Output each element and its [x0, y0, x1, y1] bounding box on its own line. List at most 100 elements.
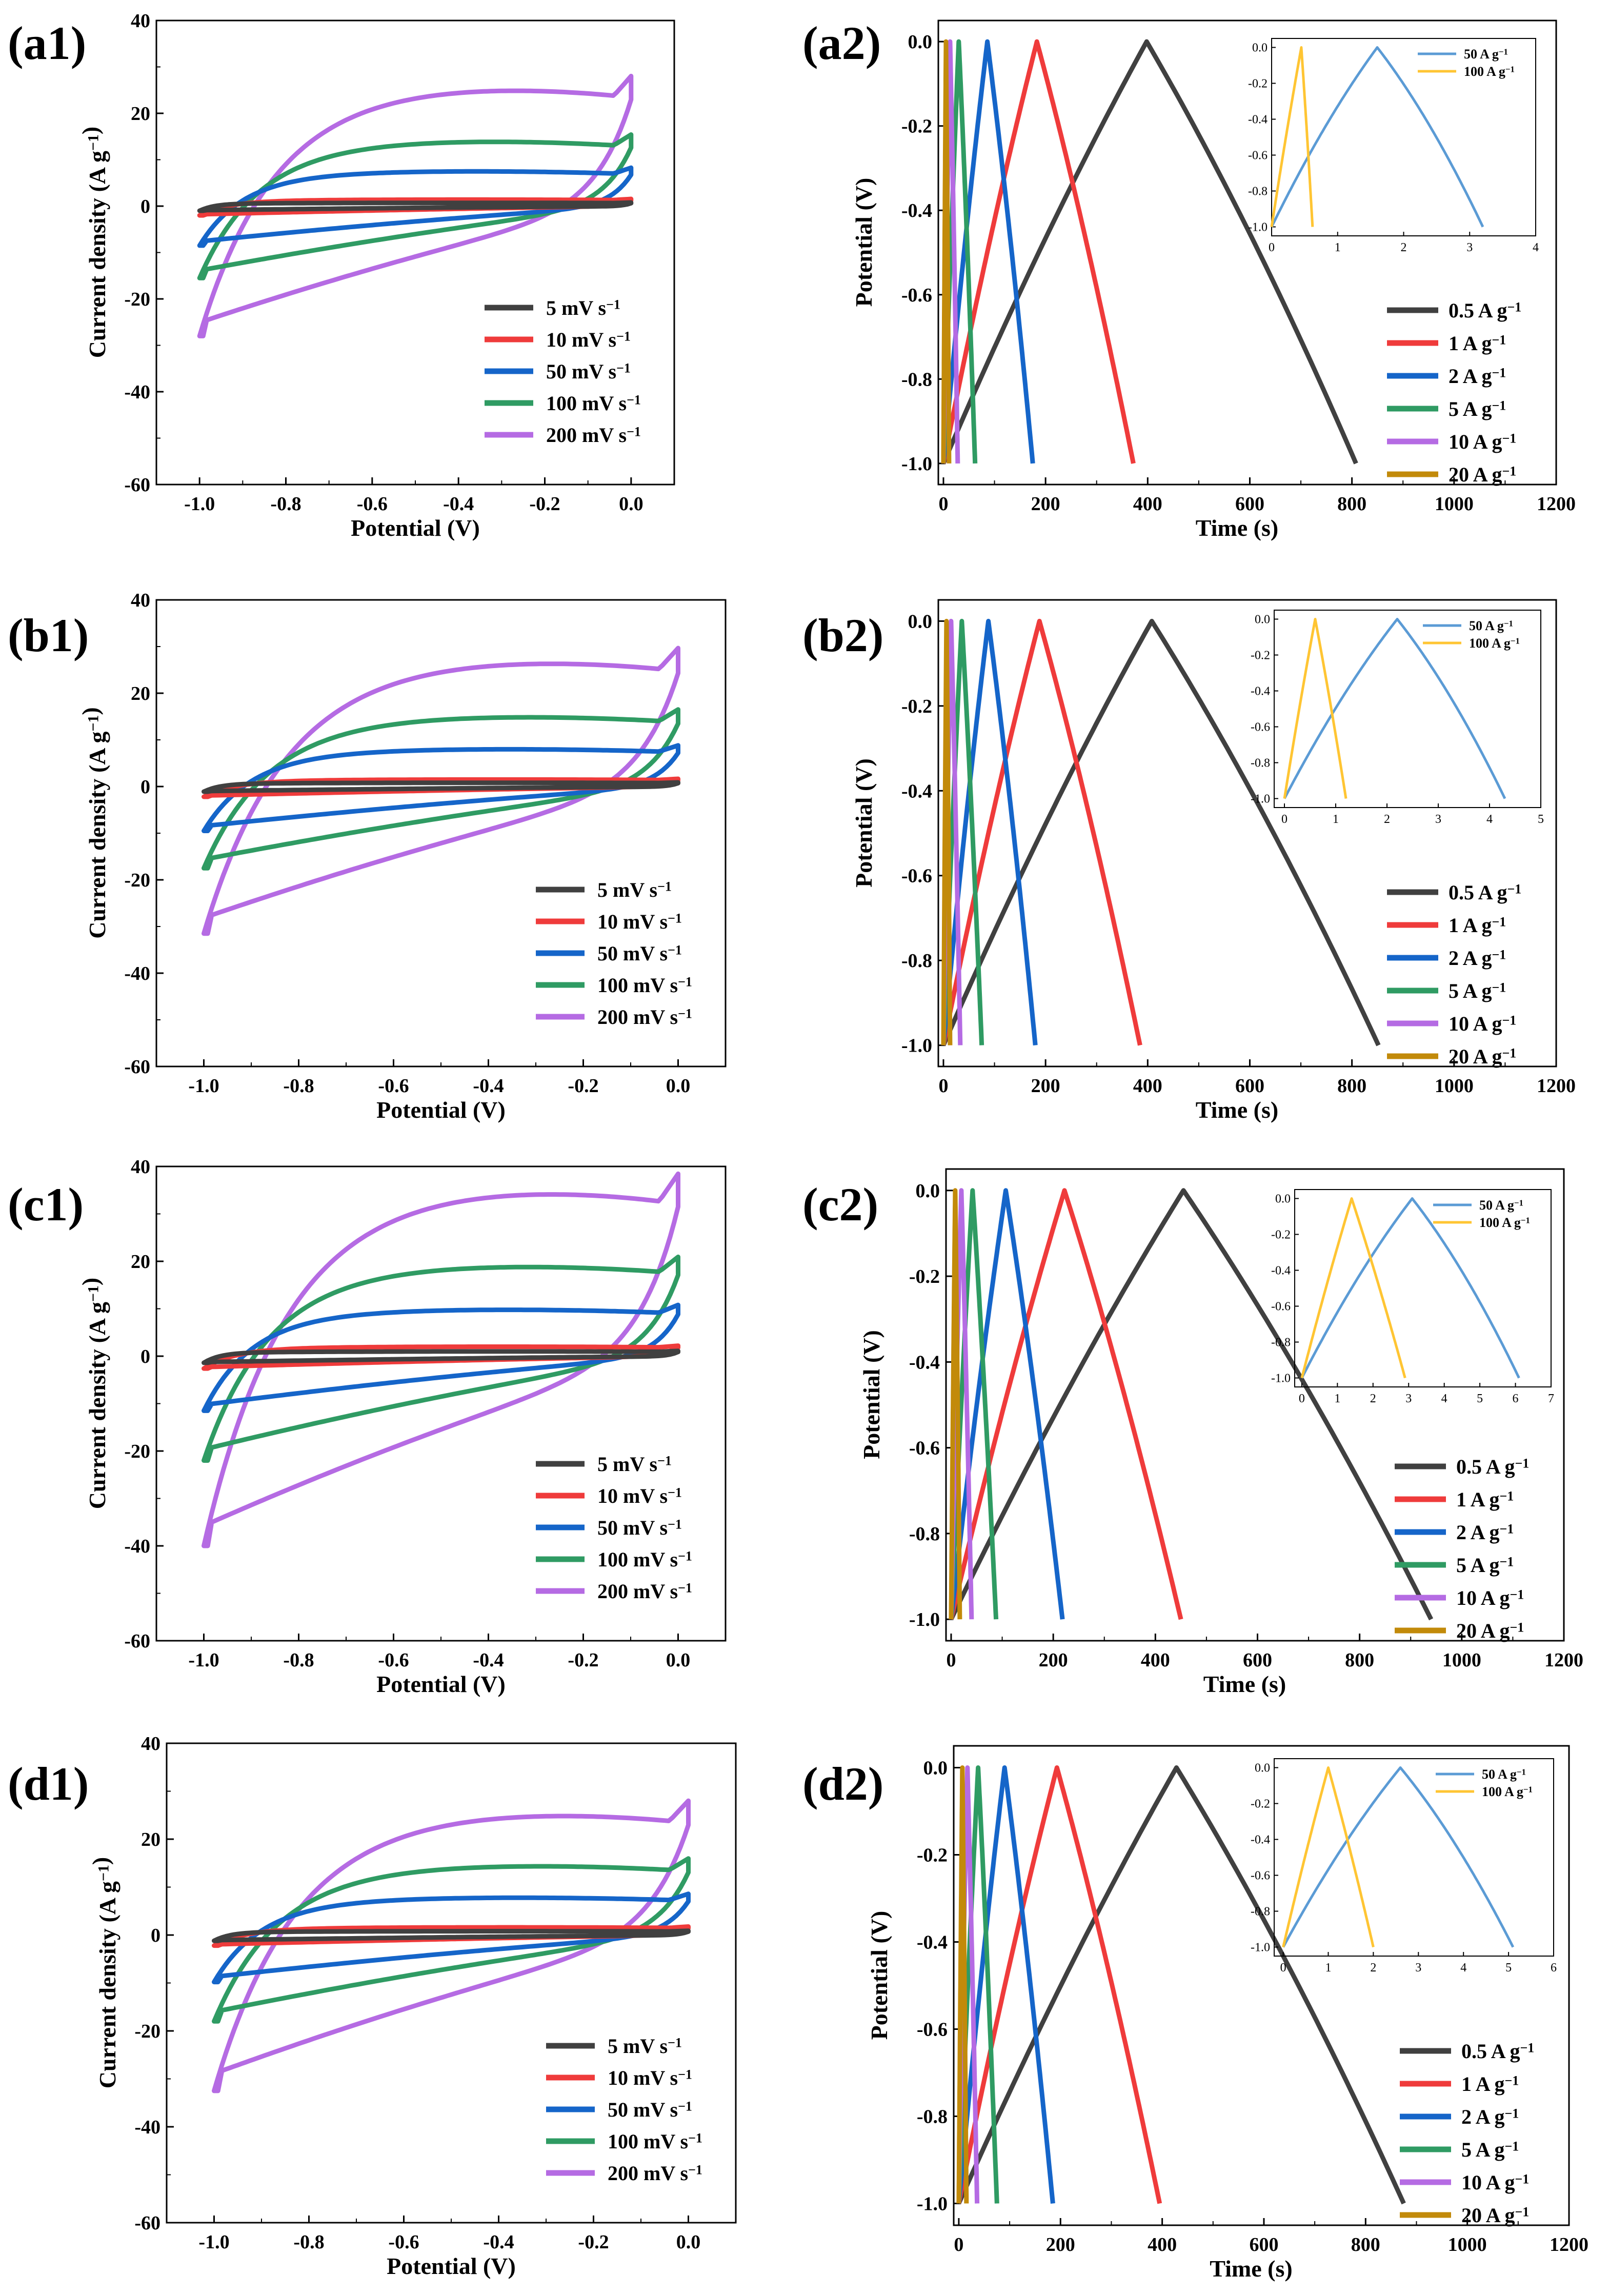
- y-tick-label: 40: [141, 1733, 160, 1755]
- legend-label: 100 mV s−1: [597, 974, 692, 997]
- y-tick-label: 20: [131, 103, 150, 125]
- legend-label: 1 A g−1: [1449, 332, 1506, 355]
- x-tick-label: 400: [1133, 493, 1162, 515]
- y-tick-label: -40: [124, 1536, 150, 1557]
- x-tick-label: 1200: [1550, 2234, 1588, 2255]
- x-tick-label: -0.6: [378, 1075, 409, 1097]
- inset-curve-i50: [1282, 1766, 1515, 1948]
- gcd-panel-b2: (b2) 0.0 -0.2 -0.4 -0.6 -0.8 -1.0 0 200 400 600 800…: [802, 599, 1576, 1123]
- legend-label: 50 mV s−1: [608, 2098, 692, 2121]
- x-tick-label: -0.2: [568, 1075, 598, 1097]
- cv-curve-s100: [212, 1856, 691, 2024]
- legend-label: 2 A g−1: [1461, 2105, 1519, 2128]
- y-tick-label: -0.6: [901, 865, 932, 887]
- x-tick-label: -0.8: [270, 493, 301, 515]
- cv-curve-s5: [202, 780, 680, 794]
- x-tick-label: -0.8: [283, 1649, 314, 1671]
- legend-label: 1 A g−1: [1461, 2072, 1519, 2096]
- inset-y-label: 0.0: [1255, 1762, 1270, 1775]
- inset-x-label: 2: [1401, 241, 1407, 254]
- legend-label: 5 A g−1: [1456, 1554, 1514, 1577]
- gcd-panel-c2: (c2) 0.0 -0.2 -0.4 -0.6 -0.8 -1.0 0 200 400 600 800…: [802, 1168, 1583, 1697]
- inset: 0.0 -0.2 -0.4 -0.6 -0.8 -1.0 0 1 2 3 4 5 6 50 A g−1 10…: [1251, 1758, 1557, 1975]
- inset-legend-label: 50 A g−1: [1482, 1767, 1526, 1782]
- panel-label: (c1): [8, 1178, 84, 1231]
- x-tick-label: -1.0: [184, 493, 215, 515]
- y-tick-label: 0.0: [916, 1180, 940, 1202]
- y-tick-label: -0.8: [917, 2106, 948, 2128]
- legend-label: 20 A g−1: [1449, 463, 1516, 486]
- inset-x-label: 6: [1551, 1961, 1557, 1975]
- legend-label: 2 A g−1: [1449, 365, 1506, 388]
- gcd-curve-g05: [941, 39, 1358, 465]
- inset-y-label: -0.6: [1248, 149, 1268, 163]
- inset-x-label: 4: [1460, 1961, 1466, 1975]
- inset-legend-label: 100 A g−1: [1479, 1215, 1530, 1230]
- legend-label: 200 mV s−1: [597, 1580, 692, 1603]
- y-tick-label: 0.0: [923, 1758, 948, 1779]
- plot-frame: [953, 1745, 1570, 2226]
- y-tick-label: -20: [124, 870, 150, 891]
- inset-y-label: -0.4: [1271, 1264, 1291, 1278]
- legend-label: 200 mV s−1: [597, 1005, 692, 1029]
- x-axis-label: Potential (V): [387, 2253, 516, 2279]
- cv-curve-s100: [197, 132, 634, 280]
- inset-legend-label: 50 A g−1: [1464, 47, 1508, 62]
- y-tick-label: -0.8: [909, 1523, 940, 1545]
- legend-label: 5 A g−1: [1449, 979, 1506, 1002]
- x-tick-label: 0.0: [676, 2231, 701, 2253]
- inset-frame: [1274, 610, 1541, 808]
- inset-x-label: 0: [1269, 241, 1275, 254]
- x-axis-label: Time (s): [1196, 1097, 1278, 1123]
- inset-frame: [1294, 1189, 1552, 1387]
- legend-label: 10 A g−1: [1461, 2171, 1529, 2194]
- y-tick-label: 0: [151, 1925, 160, 1946]
- inset-y-label: -0.4: [1251, 1834, 1270, 1847]
- y-tick-label: -0.8: [901, 369, 932, 390]
- inset-curve-i100: [1282, 1766, 1375, 1948]
- inset: 0.0 -0.2 -0.4 -0.6 -0.8 -1.00 1 2 3 4 50 A g−1 100 …: [1248, 38, 1539, 254]
- x-tick-label: -0.6: [378, 1649, 409, 1671]
- x-tick-label: 1000: [1448, 2234, 1487, 2255]
- gcd-curve-g20: [956, 1765, 969, 2204]
- panel-label: (b2): [802, 609, 883, 661]
- cv-panel-b1: (b1) 40 20 0 -20 -40 -60 -1.0 -0.8 -0.6 -0.4 -0.2 0.…: [8, 590, 727, 1123]
- inset-x-label: 4: [1441, 1392, 1447, 1405]
- cv-panel-c1: (c1) 40 20 0 -20 -40 -60 -1.0 -0.8 -0.6 -0.4 -0.2 0.…: [8, 1156, 727, 1697]
- plot-frame: [937, 599, 1557, 1068]
- inset-x-label: 1: [1335, 241, 1341, 254]
- x-tick-label: 600: [1235, 1075, 1264, 1097]
- y-axis-label: Potential (V): [851, 758, 877, 888]
- x-tick-label: 0: [946, 1649, 956, 1671]
- legend-label: 5 A g−1: [1461, 2138, 1519, 2161]
- x-tick-label: 1200: [1537, 493, 1576, 515]
- legend-label: 100 mV s−1: [546, 392, 641, 415]
- legend-label: 2 A g−1: [1456, 1521, 1514, 1544]
- inset-y-label: -0.8: [1251, 757, 1270, 770]
- inset: 0.0 -0.2 -0.4 -0.6 -0.8 -1.0 0 1 2 3 4 5 50 A g−1 100…: [1251, 610, 1544, 826]
- y-tick-label: -0.6: [909, 1438, 940, 1459]
- inset-y-label: -0.6: [1251, 1869, 1270, 1883]
- y-axis-label: Potential (V): [866, 1911, 892, 2040]
- cv-curve-s50: [197, 165, 634, 248]
- x-axis-label: Time (s): [1203, 1671, 1286, 1697]
- legend-label: 0.5 A g−1: [1456, 1455, 1529, 1478]
- y-tick-label: -0.2: [901, 696, 932, 717]
- x-tick-label: 0.0: [666, 1075, 691, 1097]
- x-tick-label: 0.0: [666, 1649, 691, 1671]
- x-tick-label: 1200: [1537, 1075, 1576, 1097]
- x-tick-label: 400: [1141, 1649, 1170, 1671]
- y-tick-label: 40: [131, 1156, 150, 1178]
- x-tick-label: 1000: [1442, 1649, 1481, 1671]
- panel-label: (d2): [802, 1758, 883, 1810]
- inset-legend-label: 50 A g−1: [1479, 1198, 1523, 1213]
- y-tick-label: 0: [140, 196, 150, 217]
- panel-label: (c2): [802, 1178, 878, 1231]
- y-tick-label: -1.0: [917, 2193, 948, 2215]
- y-tick-label: 20: [141, 1829, 160, 1850]
- inset-y-label: -0.4: [1248, 113, 1268, 127]
- legend-label: 100 mV s−1: [608, 2130, 702, 2153]
- inset-x-label: 0: [1280, 1961, 1286, 1975]
- inset-x-label: 1: [1325, 1961, 1331, 1975]
- cv-curve-s200: [212, 1798, 691, 2093]
